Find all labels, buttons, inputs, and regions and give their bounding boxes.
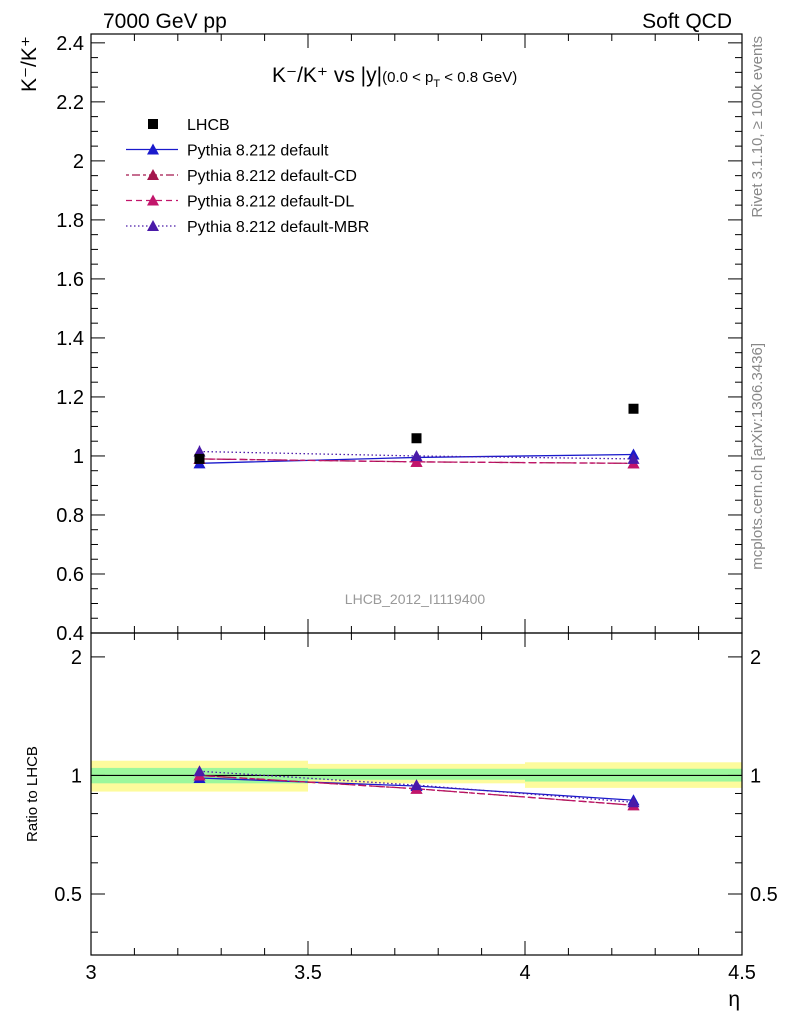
ratio-y-tick-label: 2 [71,647,82,669]
legend: LHCB Pythia 8.212 default Pythia 8.212 def… [126,117,369,236]
legend-marker [147,169,159,180]
legend-marker [148,119,158,129]
main-y-axis-label: K⁻/K⁺ [18,36,41,92]
series-point [410,449,423,461]
main-y-tick-label: 2.4 [56,33,84,55]
ratio-y-axis-label: Ratio to LHCB [24,746,41,842]
series-line [199,458,634,464]
ratio-y-tick-label-right: 2 [750,647,761,669]
ratio-y-ticks: 0.5 0.5 1 1 2 2 [54,647,778,933]
legend-marker [147,220,159,231]
legend-label: Pythia 8.212 default-DL [187,194,354,211]
main-x-ticks [90,34,743,633]
series-point [193,765,206,777]
series-point [193,445,206,457]
ratio-y-tick-label-right: 0.5 [750,884,778,906]
series-point [410,779,423,791]
header-left: 7000 GeV pp [103,10,227,33]
main-y-ticks: 0.4 0.6 0.8 1 1.2 1.4 1.6 1.8 2 2.2 2.4 [56,33,742,645]
legend-label: Pythia 8.212 default-MBR [187,219,369,236]
legend-item: Pythia 8.212 default-DL [126,194,354,211]
main-y-tick-label: 0.6 [56,564,84,586]
main-series [193,445,640,469]
main-y-tick-label: 0.4 [56,623,84,645]
main-y-tick-label: 2.2 [56,92,84,114]
series-point [627,452,640,464]
ratio-x-ticks: 3 3.5 4 4.5 [85,633,756,984]
lhcb-data [194,403,639,464]
legend-label: Pythia 8.212 default [187,143,329,160]
x-tick-label: 3.5 [294,962,322,984]
legend-item: Pythia 8.212 default [126,143,329,160]
chart-title: K⁻/K⁺ vs |y|(0.0 < pT < 0.8 GeV) [272,64,517,90]
main-y-tick-label: 1 [73,446,84,468]
ratio-plot-frame [90,632,743,956]
chart-title-main: K⁻/K⁺ vs |y| [272,64,382,87]
lhcb-data-point [411,433,422,444]
analysis-watermark: LHCB_2012_I1119400 [345,591,486,607]
ratio-y-tick-label-right: 1 [750,765,761,787]
legend-item: Pythia 8.212 default-CD [126,168,357,185]
header-right: Soft QCD [642,10,732,33]
legend-label: LHCB [187,117,230,134]
x-tick-label: 4.5 [728,962,756,984]
legend-item: Pythia 8.212 default-MBR [126,219,369,236]
chart-title-sub-end: < 0.8 GeV) [440,69,517,86]
x-tick-label: 3 [85,962,96,984]
x-axis-label: η [728,988,740,1011]
chart-title-sub-t: T [433,78,440,90]
ratio-series [193,765,640,811]
main-y-tick-label: 2 [73,151,84,173]
lhcb-data-point [628,403,639,414]
main-y-tick-label: 1.8 [56,210,84,232]
legend-marker [147,143,159,155]
lhcb-data-point [194,453,205,464]
mcplots-label: mcplots.cern.ch [arXiv:1306.3436] [749,343,766,570]
rivet-label: Rivet 3.1.10, ≥ 100k events [749,36,766,218]
main-y-tick-label: 1.6 [56,269,84,291]
main-plot: 0.4 0.6 0.8 1 1.2 1.4 1.6 1.8 2 2.2 2.4 K⁻/K⁺ K⁻/K… [18,33,743,645]
ratio-plot: 0.5 0.5 1 1 2 2 3 3.5 4 4.5 Ratio to LHCB η [24,632,778,1011]
ratio-y-tick-label: 1 [71,765,82,787]
legend-item: LHCB [148,117,230,134]
main-y-tick-label: 1.2 [56,387,84,409]
series-line [199,774,634,806]
series-point [410,455,423,467]
ratio-y-tick-label: 0.5 [54,884,82,906]
legend-marker [147,194,159,206]
main-y-tick-label: 1.4 [56,328,84,350]
main-y-tick-label: 0.8 [56,505,84,527]
stat-uncertainty-band [308,768,525,780]
legend-label: Pythia 8.212 default-CD [187,168,357,185]
series-point [627,796,640,808]
x-tick-label: 4 [519,962,530,984]
chart-title-sub: (0.0 < p [382,69,433,86]
